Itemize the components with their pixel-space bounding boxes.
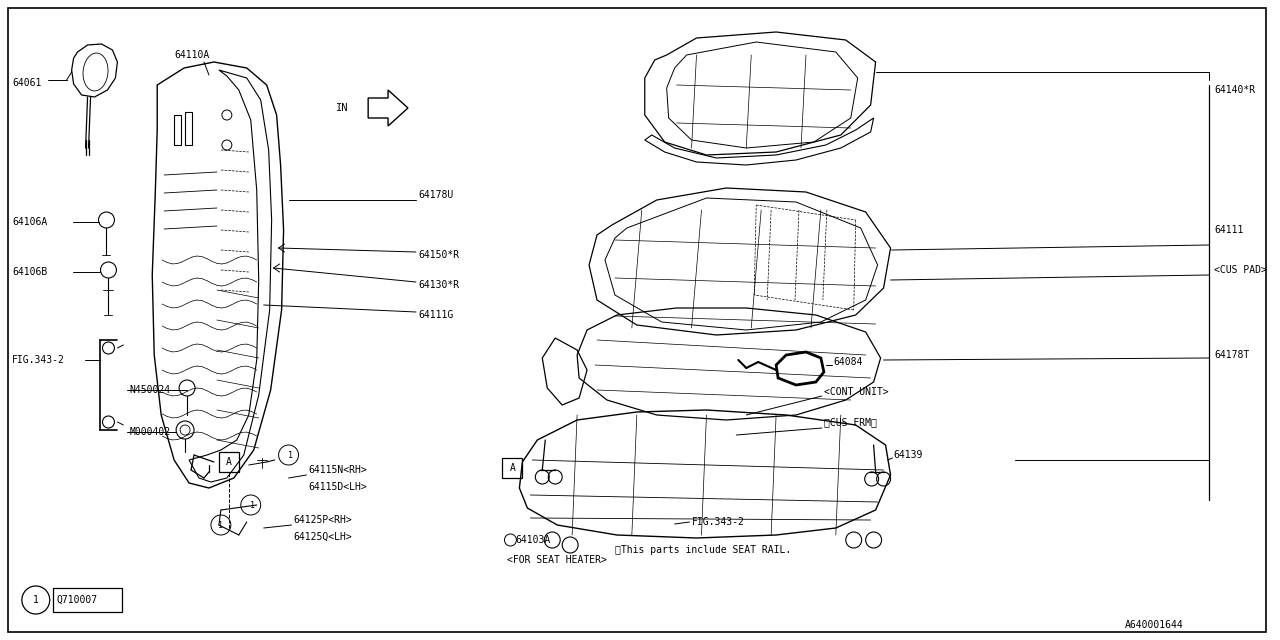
Text: ※CUS FRM※: ※CUS FRM※ — [824, 417, 877, 427]
Text: 64178U: 64178U — [417, 190, 453, 200]
Text: <CUS PAD>: <CUS PAD> — [1213, 265, 1267, 275]
Text: FIG.343-2: FIG.343-2 — [691, 517, 745, 527]
Text: 64125Q<LH>: 64125Q<LH> — [293, 532, 352, 542]
Text: 1: 1 — [33, 595, 38, 605]
Text: 1: 1 — [288, 451, 293, 460]
Text: Q710007: Q710007 — [56, 595, 97, 605]
Text: 64130*R: 64130*R — [417, 280, 460, 290]
Text: FIG.343-2: FIG.343-2 — [12, 355, 65, 365]
Text: 64125P<RH>: 64125P<RH> — [293, 515, 352, 525]
Text: 64061: 64061 — [12, 78, 41, 88]
Bar — [219, 452, 239, 472]
Text: N450024: N450024 — [129, 385, 170, 395]
Text: 64111: 64111 — [1213, 225, 1243, 235]
Text: A: A — [509, 463, 516, 473]
Text: 64110A: 64110A — [174, 50, 210, 60]
Text: ※This parts include SEAT RAIL.: ※This parts include SEAT RAIL. — [614, 545, 791, 555]
Text: 64106B: 64106B — [12, 267, 47, 277]
Text: IN: IN — [335, 103, 348, 113]
Text: A: A — [225, 457, 232, 467]
Text: <CONT UNIT>: <CONT UNIT> — [824, 387, 888, 397]
Bar — [503, 458, 522, 478]
Bar — [52, 588, 123, 612]
Text: 64115N<RH>: 64115N<RH> — [308, 465, 367, 475]
Text: 1: 1 — [219, 520, 224, 529]
Text: A640001644: A640001644 — [1125, 620, 1184, 630]
Text: 64150*R: 64150*R — [417, 250, 460, 260]
Text: 64115D<LH>: 64115D<LH> — [308, 482, 367, 492]
Text: 64140*R: 64140*R — [1213, 85, 1256, 95]
Text: 1: 1 — [250, 500, 255, 509]
Text: 64111G: 64111G — [417, 310, 453, 320]
Text: M000402: M000402 — [129, 427, 170, 437]
Text: 64139: 64139 — [893, 450, 923, 460]
Text: <FOR SEAT HEATER>: <FOR SEAT HEATER> — [507, 555, 607, 565]
Text: 64106A: 64106A — [12, 217, 47, 227]
Text: 64084: 64084 — [833, 357, 863, 367]
Text: 64103A: 64103A — [516, 535, 550, 545]
Text: 64178T: 64178T — [1213, 350, 1249, 360]
